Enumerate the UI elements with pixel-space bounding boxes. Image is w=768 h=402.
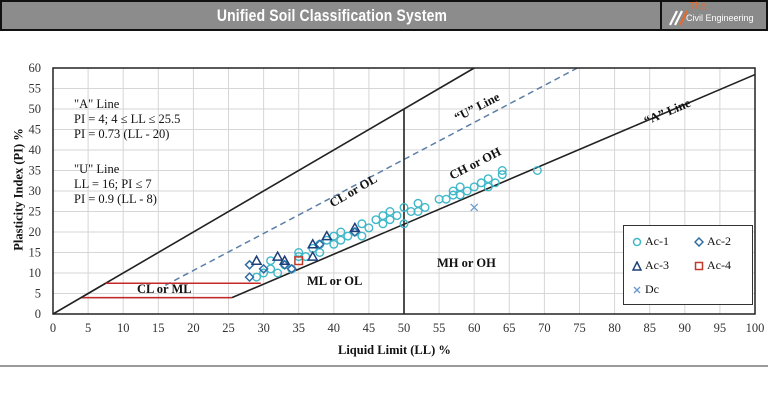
- svg-text:30: 30: [257, 321, 270, 335]
- svg-text:40: 40: [29, 143, 42, 157]
- svg-text:50: 50: [29, 102, 42, 116]
- svg-text:5: 5: [35, 287, 41, 301]
- svg-text:20: 20: [187, 321, 200, 335]
- legend-item-ac3: Ac-3: [632, 258, 669, 273]
- logo-name: Civil Engineering: [686, 13, 754, 23]
- svg-text:95: 95: [714, 321, 727, 335]
- svg-text:25: 25: [222, 321, 235, 335]
- svg-text:45: 45: [363, 321, 376, 335]
- svg-text:35: 35: [29, 164, 42, 178]
- svg-text:50: 50: [398, 321, 411, 335]
- svg-text:5: 5: [85, 321, 91, 335]
- svg-text:30: 30: [29, 184, 42, 198]
- svg-text:40: 40: [328, 321, 341, 335]
- svg-text:55: 55: [433, 321, 446, 335]
- page-title: Unified Soil Classification System: [216, 6, 448, 25]
- svg-text:0: 0: [35, 307, 41, 321]
- svg-text:10: 10: [117, 321, 130, 335]
- svg-text:35: 35: [292, 321, 305, 335]
- zone-mh-oh: MH or OH: [437, 256, 496, 270]
- svg-text:60: 60: [29, 61, 42, 75]
- bottom-divider: [0, 365, 768, 367]
- svg-text:0: 0: [50, 321, 56, 335]
- circle-marker-icon: [632, 237, 642, 246]
- legend-item-ac1: Ac-1: [632, 234, 669, 249]
- data-points: [244, 165, 542, 283]
- x-axis-title: Liquid Limit (LL) %: [338, 343, 451, 357]
- zone-cl-ml: CL or ML: [137, 282, 192, 296]
- svg-text:15: 15: [29, 246, 42, 260]
- svg-text:90: 90: [679, 321, 692, 335]
- svg-text:80: 80: [608, 321, 621, 335]
- square-marker-icon: [694, 261, 704, 270]
- svg-text:45: 45: [29, 123, 42, 137]
- svg-text:25: 25: [29, 205, 42, 219]
- svg-text:55: 55: [29, 82, 42, 96]
- svg-text:65: 65: [503, 321, 516, 335]
- svg-text:15: 15: [152, 321, 165, 335]
- logo-the: The: [689, 1, 707, 12]
- axis-ticks: 0 5 10 15 20 25 30 35 40 45 50 55 60 65 70 75 80 85 90 95 10…: [29, 61, 765, 335]
- svg-text:70: 70: [538, 321, 551, 335]
- u-line-eq1: LL = 16; PI ≤ 7: [74, 177, 152, 191]
- header-bar: Unified Soil Classification System The C…: [0, 0, 768, 31]
- logo-slash-icon: [669, 10, 688, 26]
- u-line-title: "U" Line: [74, 162, 120, 176]
- legend-item-ac4: Ac-4: [694, 258, 731, 273]
- legend-item-dc: Dc: [632, 282, 659, 297]
- svg-text:20: 20: [29, 225, 42, 239]
- a-line-title: "A" Line: [74, 97, 120, 111]
- plot-frame: [52, 67, 756, 315]
- svg-text:75: 75: [573, 321, 586, 335]
- u-line-eq2: PI = 0.9 (LL - 8): [74, 192, 157, 206]
- svg-text:85: 85: [643, 321, 656, 335]
- zone-ml-ol: ML or OL: [307, 274, 363, 288]
- legend: Ac-1 Ac-2 Ac-3 Ac-4 Dc: [623, 225, 753, 305]
- y-axis-title: Plasticity Index (PI) %: [11, 128, 26, 251]
- x-marker-icon: [633, 286, 641, 293]
- a-line-eq2: PI = 0.73 (LL - 20): [74, 127, 170, 141]
- a-line-eq1: PI = 4; 4 ≤ LL ≤ 25.5: [74, 112, 181, 126]
- svg-text:60: 60: [468, 321, 481, 335]
- triangle-marker-icon: [632, 260, 642, 271]
- logo[interactable]: The Civil Engineering: [660, 1, 766, 29]
- svg-text:10: 10: [29, 266, 42, 280]
- svg-text:100: 100: [746, 321, 765, 335]
- legend-item-ac2: Ac-2: [694, 234, 731, 249]
- diamond-marker-icon: [694, 236, 704, 247]
